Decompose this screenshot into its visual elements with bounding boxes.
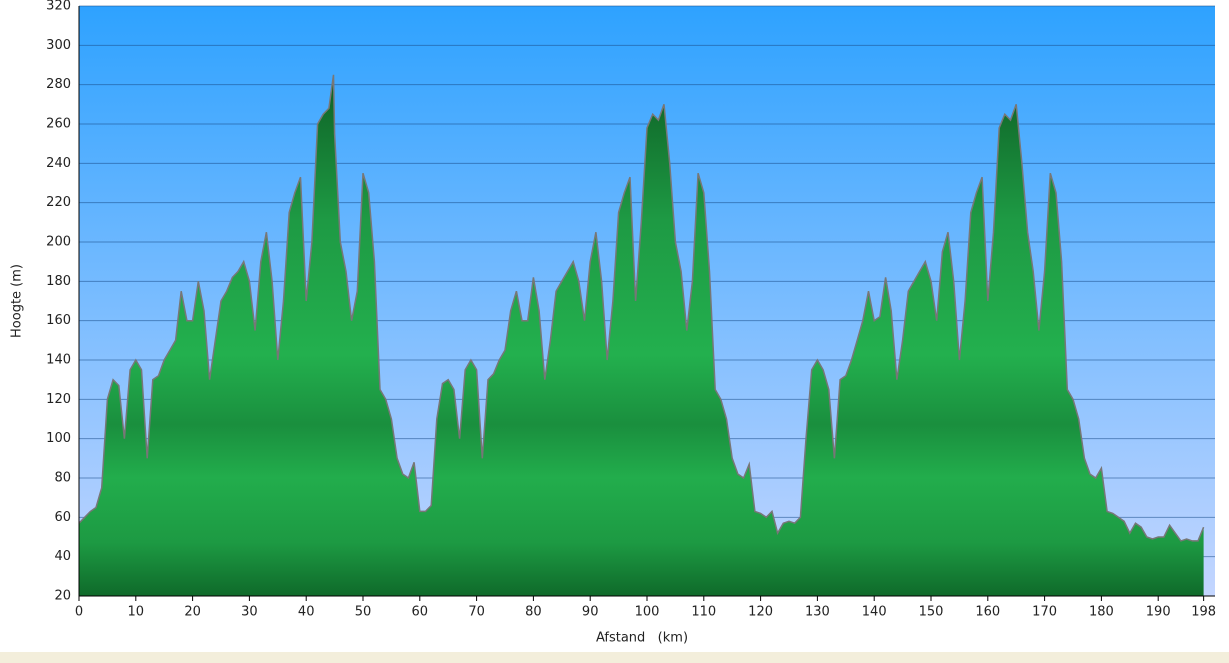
y-tick-label: 180 bbox=[46, 274, 71, 289]
x-tick-label: 170 bbox=[1032, 605, 1057, 620]
y-tick-label: 40 bbox=[54, 549, 71, 564]
x-tick-label: 70 bbox=[468, 605, 485, 620]
x-tick-label: 140 bbox=[862, 605, 887, 620]
x-tick-label: 110 bbox=[691, 605, 716, 620]
x-tick-label: 198 bbox=[1191, 605, 1216, 620]
x-tick-label: 80 bbox=[525, 605, 542, 620]
x-tick-label: 90 bbox=[582, 605, 599, 620]
y-tick-label: 20 bbox=[54, 589, 71, 604]
elevation-area bbox=[79, 74, 1204, 597]
x-tick-label: 180 bbox=[1089, 605, 1114, 620]
elevation-line bbox=[78, 74, 1205, 542]
y-tick-label: 320 bbox=[46, 0, 71, 14]
x-tick-label: 160 bbox=[975, 605, 1000, 620]
x-tick-label: 0 bbox=[75, 605, 83, 620]
x-tick-label: 50 bbox=[355, 605, 372, 620]
x-tick-label: 150 bbox=[919, 605, 944, 620]
x-tick-label: 190 bbox=[1146, 605, 1171, 620]
x-tick-label: 60 bbox=[412, 605, 429, 620]
y-tick-label: 200 bbox=[46, 235, 71, 250]
y-tick-label: 60 bbox=[54, 510, 71, 525]
y-tick-label: 160 bbox=[46, 313, 71, 328]
y-tick-label: 240 bbox=[46, 156, 71, 171]
x-tick-label: 120 bbox=[748, 605, 773, 620]
y-tick-label: 140 bbox=[46, 353, 71, 368]
y-tick-label: 300 bbox=[46, 38, 71, 53]
y-tick-label: 260 bbox=[46, 117, 71, 132]
y-axis-label: Hoogte (m) bbox=[10, 264, 25, 338]
x-tick-label: 130 bbox=[805, 605, 830, 620]
x-tick-label: 40 bbox=[298, 605, 315, 620]
x-axis-label: Afstand (km) bbox=[596, 631, 688, 646]
y-tick-label: 80 bbox=[54, 471, 71, 486]
x-tick-label: 100 bbox=[635, 605, 660, 620]
y-tick-label: 280 bbox=[46, 77, 71, 92]
x-tick-label: 20 bbox=[184, 605, 201, 620]
x-tick-label: 30 bbox=[241, 605, 258, 620]
x-tick-label: 10 bbox=[128, 605, 145, 620]
y-tick-label: 220 bbox=[46, 195, 71, 210]
y-tick-label: 120 bbox=[46, 392, 71, 407]
y-tick-label: 100 bbox=[46, 431, 71, 446]
